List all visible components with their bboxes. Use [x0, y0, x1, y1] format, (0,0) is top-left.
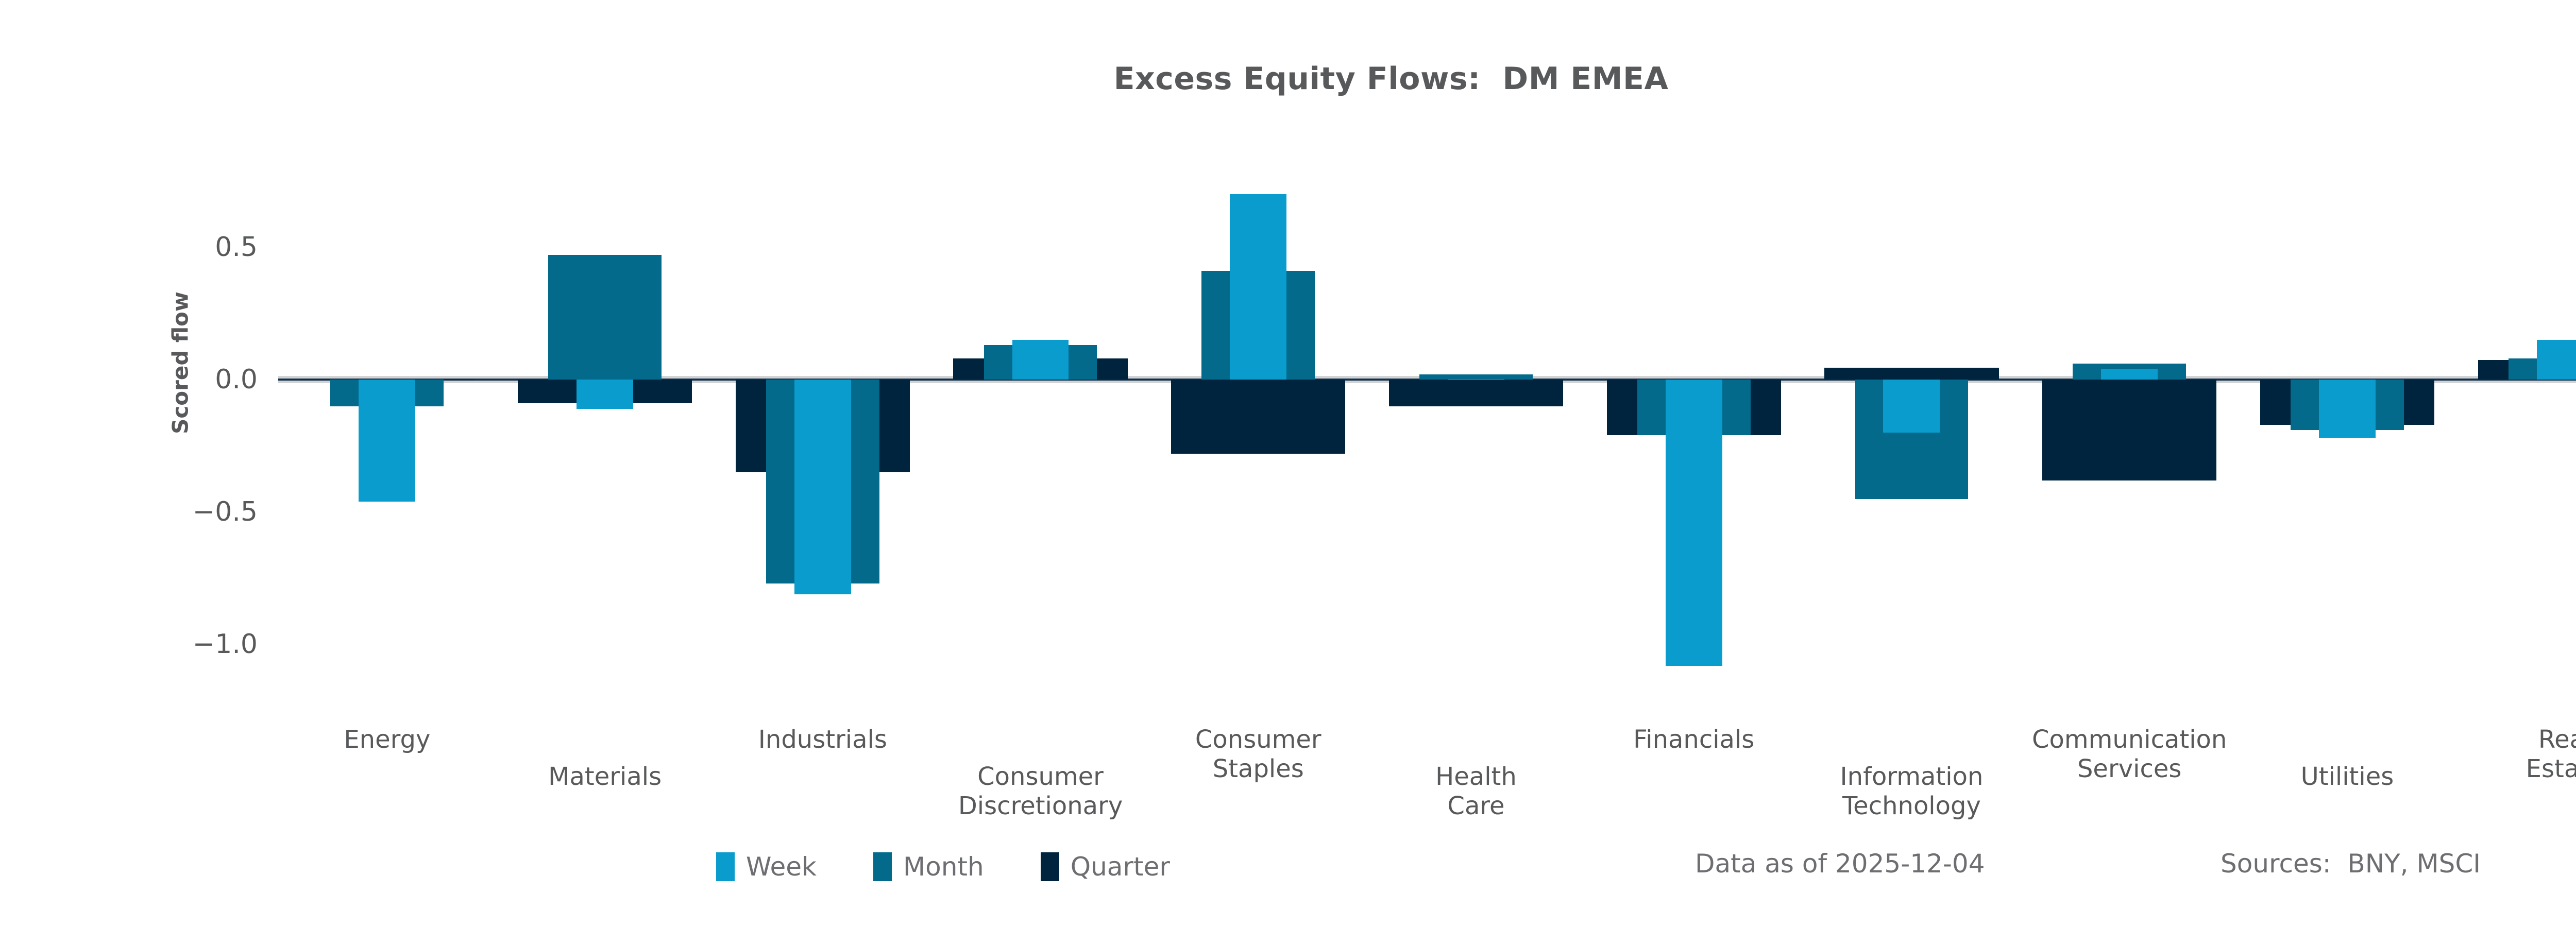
- bar-group: [496, 154, 714, 711]
- bar-week[interactable]: [2101, 369, 2158, 380]
- bar-quarter[interactable]: [1171, 380, 1346, 454]
- bar-group: [714, 154, 931, 711]
- x-tick-label: Information Technology: [1840, 762, 1984, 820]
- sources-note: Sources: BNY, MSCI: [2221, 849, 2481, 879]
- bar-quarter[interactable]: [2042, 380, 2217, 480]
- bar-week[interactable]: [577, 380, 634, 409]
- legend-label: Month: [903, 852, 984, 882]
- bar-quarter[interactable]: [1824, 368, 1999, 380]
- y-tick-label: −1.0: [192, 629, 258, 660]
- legend-swatch-icon: [873, 852, 892, 881]
- bar-week[interactable]: [2536, 340, 2576, 380]
- legend-label: Quarter: [1070, 852, 1170, 882]
- x-tick-label: Utilities: [2300, 762, 2394, 791]
- legend-item[interactable]: Quarter: [1040, 852, 1170, 882]
- data-as-of-note: Data as of 2025-12-04: [1695, 849, 1985, 879]
- legend-swatch-icon: [1040, 852, 1059, 881]
- y-tick-label: 0.5: [215, 232, 258, 263]
- plot-area: [278, 154, 2576, 711]
- y-tick-label: −0.5: [192, 496, 258, 528]
- legend-item[interactable]: Month: [873, 852, 984, 882]
- y-tick-label: 0.0: [215, 364, 258, 396]
- bar-week[interactable]: [359, 380, 416, 502]
- bar-group: [931, 154, 1149, 711]
- bar-group: [1803, 154, 2021, 711]
- legend-swatch-icon: [716, 852, 735, 881]
- legend-item[interactable]: Week: [716, 852, 817, 882]
- bar-quarter[interactable]: [1388, 380, 1564, 406]
- y-axis-tick-labels: 0.5 0.0 −0.5 −1.0: [93, 154, 258, 711]
- page-title: Excess Equity Flows: DM EMEA: [1113, 61, 1669, 97]
- bar-week[interactable]: [794, 380, 851, 594]
- bar-group: [2456, 154, 2576, 711]
- x-tick-label: Real Estate: [2526, 725, 2576, 783]
- bar-week[interactable]: [1230, 194, 1287, 380]
- bar-week[interactable]: [2318, 380, 2376, 438]
- x-tick-label: Health Care: [1435, 762, 1517, 820]
- legend: Week Month Quarter: [716, 849, 1227, 885]
- x-tick-label: Communication Services: [2032, 725, 2227, 783]
- bar-week[interactable]: [1012, 340, 1069, 380]
- x-tick-label: Financials: [1633, 725, 1755, 754]
- bar-week[interactable]: [1665, 380, 1722, 666]
- bar-group: [2021, 154, 2239, 711]
- x-tick-label: Energy: [344, 725, 431, 754]
- x-tick-label: Materials: [548, 762, 662, 791]
- bar-group: [1585, 154, 1803, 711]
- bar-group: [2239, 154, 2456, 711]
- bar-group: [278, 154, 496, 711]
- x-tick-label: Industrials: [758, 725, 887, 754]
- x-tick-label: Consumer Discretionary: [958, 762, 1123, 820]
- bar-group: [1367, 154, 1585, 711]
- bar-group: [1149, 154, 1367, 711]
- x-tick-label: Consumer Staples: [1195, 725, 1321, 783]
- bar-month[interactable]: [1419, 374, 1533, 380]
- legend-label: Week: [746, 852, 817, 882]
- bar-week[interactable]: [1883, 380, 1940, 433]
- bar-month[interactable]: [548, 255, 662, 380]
